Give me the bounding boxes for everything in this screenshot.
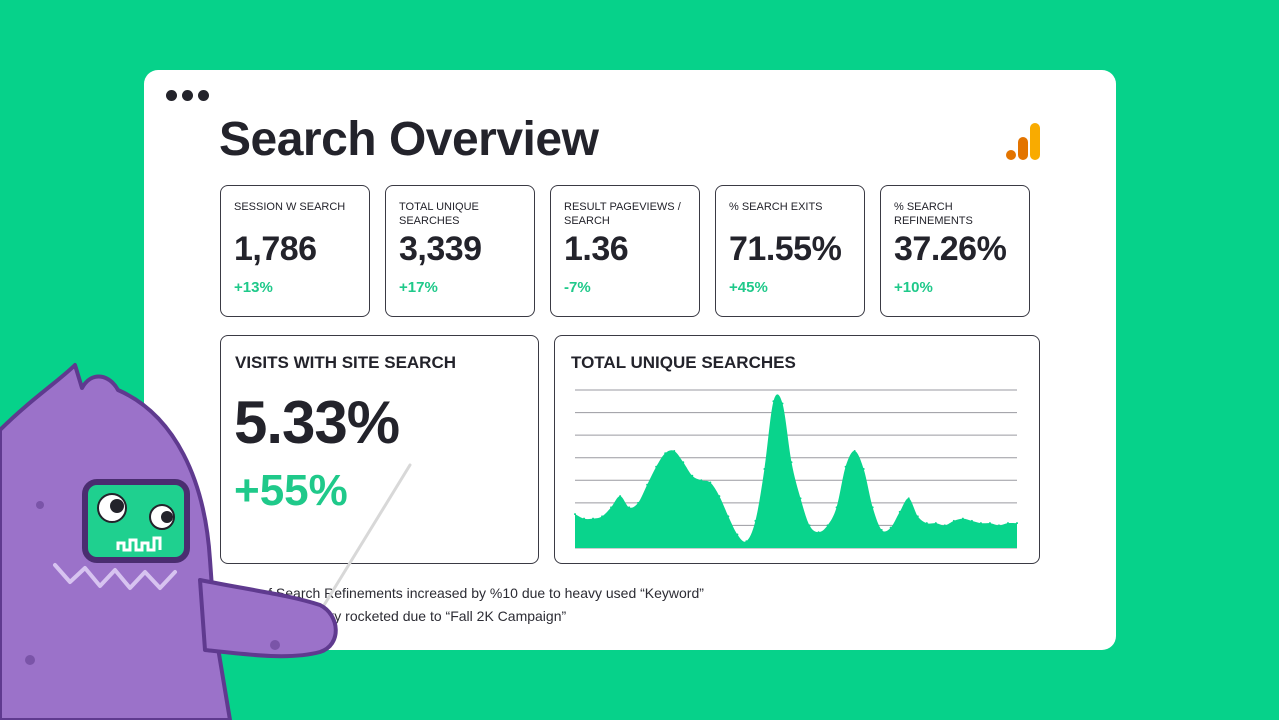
metric-change: +17% xyxy=(399,279,438,296)
chart-point xyxy=(619,495,622,498)
metric-label: RESULT PAGEVIEWS / SEARCH xyxy=(564,201,681,227)
chart-point xyxy=(718,495,721,498)
metric-change: +13% xyxy=(234,279,273,296)
chart-point xyxy=(601,515,604,518)
metric-value: 1.36 xyxy=(564,230,629,268)
chart-point xyxy=(979,522,982,525)
chart-point xyxy=(853,449,856,452)
pointer-stick xyxy=(316,463,412,617)
chart-point xyxy=(916,515,919,518)
chart-point xyxy=(943,524,946,527)
monster-spot xyxy=(25,655,35,665)
chart-point xyxy=(592,517,595,520)
monster-pupil-right xyxy=(161,511,173,523)
dashboard-window: Search Overview SESSION W SEARCH 1,786 +… xyxy=(144,70,1116,650)
chart-point xyxy=(862,468,865,470)
visits-value: 5.33% xyxy=(234,389,400,456)
chart-point xyxy=(1006,522,1009,525)
chart-point xyxy=(664,452,667,455)
metric-value: 71.55% xyxy=(729,230,842,268)
chart-point xyxy=(745,540,748,543)
chart-point xyxy=(1016,522,1018,525)
metric-card-sessions[interactable]: SESSION W SEARCH 1,786 +13% xyxy=(220,185,370,317)
chart-point xyxy=(844,465,847,468)
chart-point xyxy=(790,461,793,464)
chart-point xyxy=(997,524,1000,527)
monster-arm xyxy=(198,578,338,659)
chart-point xyxy=(772,400,775,403)
chart-point xyxy=(925,522,928,525)
chart-point xyxy=(808,524,811,527)
chart-point xyxy=(655,465,658,468)
chart-point xyxy=(988,522,991,525)
metric-value: 37.26% xyxy=(894,230,1007,268)
chart-point xyxy=(907,497,910,500)
chart-point xyxy=(835,506,838,509)
metric-value: 3,339 xyxy=(399,230,482,268)
chart-point xyxy=(727,515,730,518)
metric-change: +10% xyxy=(894,279,933,296)
page-title: Search Overview xyxy=(219,113,599,166)
metric-card-unique-searches[interactable]: TOTAL UNIQUE SEARCHES 3,339 +17% xyxy=(385,185,535,317)
chart-area-series xyxy=(575,394,1017,548)
chart-point xyxy=(610,506,613,509)
chart-point xyxy=(700,479,703,482)
note-item: % of Search Refinements increased by %10… xyxy=(244,585,704,601)
monster-fur xyxy=(53,563,177,590)
metric-card-pageviews[interactable]: RESULT PAGEVIEWS / SEARCH 1.36 -7% xyxy=(550,185,700,317)
metric-label: SESSION W SEARCH xyxy=(234,201,346,213)
chart-point xyxy=(799,497,802,500)
chart-point xyxy=(574,513,576,516)
chart-point xyxy=(880,528,883,531)
chart-point xyxy=(637,501,640,504)
area-chart xyxy=(574,389,1018,549)
metric-value: 1,786 xyxy=(234,230,317,268)
chart-point xyxy=(763,468,766,470)
window-controls[interactable] xyxy=(166,90,209,101)
unique-searches-chart-card[interactable]: TOTAL UNIQUE SEARCHES xyxy=(554,335,1040,564)
monster-pupil-left xyxy=(110,499,124,513)
metric-cards: SESSION W SEARCH 1,786 +13% TOTAL UNIQUE… xyxy=(220,185,1030,317)
chart-point xyxy=(781,402,784,405)
chart-point xyxy=(691,474,694,477)
metric-card-search-exits[interactable]: % SEARCH EXITS 71.55% +45% xyxy=(715,185,865,317)
chart-point xyxy=(646,483,649,486)
metric-label: % SEARCH EXITS xyxy=(729,201,823,213)
chart-point xyxy=(826,524,829,527)
monster-spot xyxy=(270,640,280,650)
visits-label: VISITS WITH SITE SEARCH xyxy=(235,353,457,372)
monster-spot xyxy=(36,501,44,509)
chart-point xyxy=(709,481,712,484)
metric-label: % SEARCH REFINEMENTS xyxy=(894,201,973,227)
chart-point xyxy=(628,506,631,509)
chart-point xyxy=(583,517,586,520)
metric-label: TOTAL UNIQUE SEARCHES xyxy=(399,201,479,227)
chart-point xyxy=(952,519,955,522)
visits-change: +55% xyxy=(234,466,348,515)
metric-card-search-refinements[interactable]: % SEARCH REFINEMENTS 37.26% +10% xyxy=(880,185,1030,317)
chart-point xyxy=(673,449,676,452)
monster-mascot xyxy=(0,363,412,720)
chart-point xyxy=(961,517,964,520)
window-dot[interactable] xyxy=(198,90,209,101)
chart-point xyxy=(970,519,973,522)
chart-title: TOTAL UNIQUE SEARCHES xyxy=(571,353,796,372)
chart-point xyxy=(754,519,757,522)
chart-point xyxy=(736,533,739,536)
window-dot[interactable] xyxy=(166,90,177,101)
monster-teeth xyxy=(116,536,162,552)
window-dot[interactable] xyxy=(182,90,193,101)
metric-change: +45% xyxy=(729,279,768,296)
chart-point xyxy=(682,461,685,464)
chart-point xyxy=(817,531,820,534)
chart-point xyxy=(871,506,874,509)
chart-point xyxy=(889,526,892,529)
google-analytics-icon xyxy=(1006,123,1040,160)
chart-point xyxy=(898,510,901,513)
visits-with-site-search-card[interactable]: VISITS WITH SITE SEARCH 5.33% +55% xyxy=(220,335,539,564)
metric-change: -7% xyxy=(564,279,591,296)
chart-point xyxy=(934,522,937,525)
